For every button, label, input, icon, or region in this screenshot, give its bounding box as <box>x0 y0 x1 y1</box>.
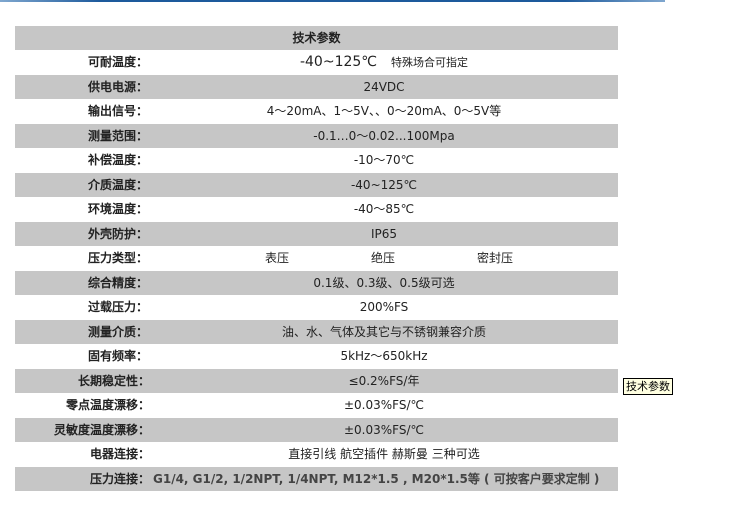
row-label: 固有频率： <box>88 349 149 363</box>
table-row: 输出信号： 4～20mA、1～5V、、0～20mA、0～5V等 <box>15 99 618 124</box>
row-label: 压力类型： <box>88 251 149 265</box>
table-row: 可耐温度： -40~125℃ 特殊场合可指定 <box>15 50 618 75</box>
row-value: 油、水、气体及其它与不锈钢兼容介质 <box>150 320 618 345</box>
table-header: 技术参数 <box>15 26 618 50</box>
table-row: 零点温度漂移： ±0.03%FS/℃ <box>15 393 618 418</box>
pressure-type: 表压 <box>265 251 290 265</box>
table-row: 压力连接： G1/4, G1/2, 1/2NPT, 1/4NPT, M12*1.5… <box>15 466 618 492</box>
row-label: 长期稳定性： <box>77 373 150 388</box>
table-row: 长期稳定性： ≤0.2%FS/年 <box>15 368 618 394</box>
value-text: ±0.03%FS/℃ <box>343 422 424 437</box>
pressure-type: 绝压 <box>370 251 395 265</box>
row-value: 直接引线 航空插件 赫斯曼 三种可选 <box>150 442 618 467</box>
value-text: 5kHz～650kHz <box>340 349 428 363</box>
table-row: 补偿温度： -10～70℃ <box>15 148 618 173</box>
table-row: 介质温度： -40~125℃ <box>15 172 618 198</box>
table-row: 固有频率： 5kHz～650kHz <box>15 344 618 369</box>
row-value: -40～85℃ <box>150 197 618 222</box>
row-label: 输出信号： <box>88 104 149 118</box>
row-label: 环境温度： <box>88 202 149 216</box>
value-text: 0.1级、0.3级、0.5级可选 <box>313 275 455 290</box>
row-label: 测量介质： <box>88 324 149 339</box>
row-value: ±0.03%FS/℃ <box>150 393 618 418</box>
row-label: 零点温度漂移： <box>65 398 150 412</box>
row-label: 供电电源： <box>88 79 149 94</box>
table-row: 灵敏度温度漂移： ±0.03%FS/℃ <box>15 417 618 443</box>
row-value: ≤0.2%FS/年 <box>150 369 618 394</box>
table-row: 测量范围： -0.1…0～0.02...100Mpa <box>15 123 618 149</box>
tooltip: 技术参数 <box>623 378 673 395</box>
pressure-type: 密封压 <box>476 251 513 265</box>
table-row: 供电电源： 24VDC <box>15 74 618 100</box>
row-label: 压力连接： <box>89 471 150 486</box>
row-value: IP65 <box>150 222 618 247</box>
row-value: 24VDC <box>150 75 618 100</box>
value-text: 直接引线 航空插件 赫斯曼 三种可选 <box>288 447 480 461</box>
row-label: 可耐温度： <box>88 55 149 69</box>
row-label: 介质温度： <box>88 177 149 192</box>
row-label: 电器连接： <box>89 447 150 461</box>
spec-table: 技术参数 可耐温度： -40~125℃ 特殊场合可指定供电电源： 24VDC 输出信号：… <box>15 26 618 491</box>
row-label: 综合精度： <box>88 275 149 290</box>
row-value: 0.1级、0.3级、0.5级可选 <box>150 271 618 296</box>
value-text: 4～20mA、1～5V、、0～20mA、0～5V等 <box>266 104 502 118</box>
table-row: 压力类型： 表压 绝压 密封压 <box>15 246 618 271</box>
row-value: 5kHz～650kHz <box>150 344 618 369</box>
value-text: 24VDC <box>363 79 405 94</box>
row-value: ±0.03%FS/℃ <box>150 418 618 443</box>
value-text: -10～70℃ <box>353 153 415 167</box>
row-label: 外壳防护： <box>88 226 149 241</box>
row-value: -0.1…0～0.02...100Mpa <box>150 124 618 149</box>
row-value: G1/4, G1/2, 1/2NPT, 1/4NPT, M12*1.5 , M2… <box>153 467 618 492</box>
table-row: 电器连接： 直接引线 航空插件 赫斯曼 三种可选 <box>15 442 618 467</box>
value-text: 油、水、气体及其它与不锈钢兼容介质 <box>281 324 486 339</box>
value-text: -40～85℃ <box>353 202 415 216</box>
value-text: -40~125℃ <box>299 54 378 70</box>
row-value: 4～20mA、1～5V、、0～20mA、0～5V等 <box>150 99 618 124</box>
value-text: -40~125℃ <box>350 177 418 192</box>
value-text: -0.1…0～0.02...100Mpa <box>313 128 455 143</box>
row-label: 补偿温度： <box>88 153 149 167</box>
row-value: 200%FS <box>150 295 618 320</box>
value-note: 特殊场合可指定 <box>391 56 469 69</box>
row-value: 表压 绝压 密封压 <box>150 246 618 271</box>
table-row: 过载压力： 200%FS <box>15 295 618 320</box>
row-label: 灵敏度温度漂移： <box>53 422 150 437</box>
value-text: IP65 <box>370 226 398 241</box>
table-row: 测量介质： 油、水、气体及其它与不锈钢兼容介质 <box>15 319 618 345</box>
top-border <box>0 0 665 2</box>
value-text: ≤0.2%FS/年 <box>348 373 420 388</box>
row-value: -10～70℃ <box>150 148 618 173</box>
row-label: 测量范围： <box>88 128 149 143</box>
table-row: 综合精度： 0.1级、0.3级、0.5级可选 <box>15 270 618 296</box>
value-text: G1/4, G1/2, 1/2NPT, 1/4NPT, M12*1.5 , M2… <box>153 471 600 486</box>
row-value: -40~125℃ 特殊场合可指定 <box>150 50 618 76</box>
table-row: 外壳防护： IP65 <box>15 221 618 247</box>
row-label: 过载压力： <box>88 300 149 314</box>
table-row: 环境温度： -40～85℃ <box>15 197 618 222</box>
value-text: ±0.03%FS/℃ <box>343 398 424 412</box>
value-text: 200%FS <box>359 300 409 314</box>
row-value: -40~125℃ <box>150 173 618 198</box>
